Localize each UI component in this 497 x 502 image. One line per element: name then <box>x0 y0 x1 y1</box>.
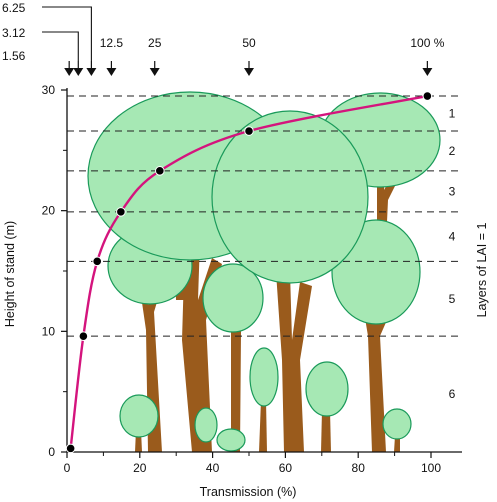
data-point <box>116 207 126 217</box>
arrow-label: 12.5 <box>100 36 124 50</box>
x-axis-title: Transmission (%) <box>200 485 297 499</box>
top-arrow <box>149 61 160 76</box>
arrow-label: 6.25 <box>2 1 26 15</box>
arrow-label: 100 % <box>410 36 444 50</box>
layer-label: 1 <box>449 107 456 121</box>
arrow-leader <box>42 6 92 61</box>
top-arrow <box>422 61 433 76</box>
y-tick-label: 0 <box>48 445 55 459</box>
x-tick-label: 0 <box>64 461 71 475</box>
arrow-label: 50 <box>242 36 256 50</box>
axes: 0 20 40 60 80 100 0 10 20 30 <box>42 83 462 475</box>
data-point <box>422 91 433 101</box>
layer-label: 2 <box>449 144 456 158</box>
tree-illustration <box>87 91 441 452</box>
tree-crowns <box>87 91 441 452</box>
top-arrows: 1.56 3.12 6.25 12.5 25 50 100 % <box>2 1 445 76</box>
layer-label: 4 <box>449 230 456 244</box>
layer-boundary-lines <box>67 95 462 337</box>
data-point <box>65 443 76 454</box>
data-point <box>92 256 103 267</box>
layer-label: 3 <box>449 184 456 198</box>
top-arrow <box>64 61 75 76</box>
transmission-curve-group <box>65 91 433 454</box>
x-tick-label: 20 <box>133 461 147 475</box>
arrow-label: 25 <box>148 36 162 50</box>
top-arrow <box>73 61 84 76</box>
data-point <box>78 331 89 341</box>
data-point <box>244 126 254 136</box>
layer-labels: 1 2 3 4 5 6 <box>449 107 456 402</box>
x-tick-label: 60 <box>279 461 293 475</box>
x-tick-label: 100 <box>421 461 441 475</box>
arrow-label: 1.56 <box>2 49 26 63</box>
x-tick-label: 40 <box>206 461 220 475</box>
right-axis-title: Layers of LAI = 1 <box>475 223 489 318</box>
layer-label: 5 <box>449 292 456 306</box>
top-arrow <box>244 61 254 76</box>
layer-label: 6 <box>449 387 456 401</box>
y-axis-title: Height of stand (m) <box>3 221 17 327</box>
arrow-label: 3.12 <box>2 26 26 40</box>
arrow-leader <box>42 31 79 61</box>
top-arrow <box>106 61 117 76</box>
y-tick-label: 10 <box>42 324 56 338</box>
y-tick-label: 20 <box>42 204 56 218</box>
y-tick-label: 30 <box>42 83 56 97</box>
top-arrow <box>86 61 97 76</box>
x-tick-label: 80 <box>352 461 366 475</box>
data-point <box>155 166 165 176</box>
